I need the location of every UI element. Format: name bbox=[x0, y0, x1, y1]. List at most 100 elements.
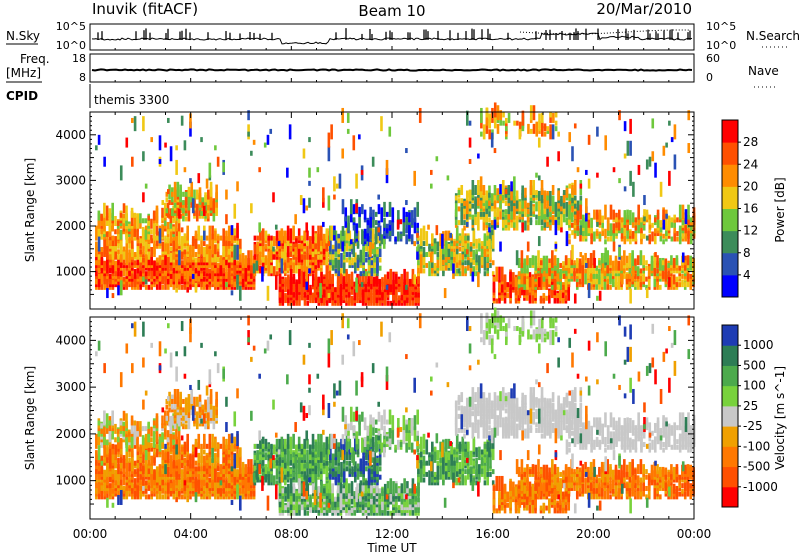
velocity-cell bbox=[131, 450, 134, 466]
velocity-cell bbox=[289, 455, 293, 461]
velocity-cell bbox=[238, 488, 242, 494]
power-cell bbox=[114, 260, 118, 271]
velocity-cell bbox=[275, 455, 279, 461]
power-cell bbox=[106, 271, 109, 277]
power-cell bbox=[198, 194, 202, 200]
power-cell bbox=[342, 278, 346, 284]
power-cell bbox=[531, 276, 535, 282]
velocity-cell bbox=[179, 391, 182, 407]
power-cell bbox=[100, 226, 103, 232]
power-cell bbox=[261, 257, 265, 263]
power-cell bbox=[125, 205, 128, 221]
power-cell bbox=[241, 252, 245, 268]
power-cell bbox=[176, 181, 180, 197]
velocity-cell bbox=[219, 488, 223, 494]
power-cell bbox=[405, 284, 408, 290]
power-cell bbox=[216, 238, 220, 244]
power-cell bbox=[493, 206, 497, 217]
power-cell bbox=[272, 236, 276, 247]
power-cell bbox=[431, 246, 434, 252]
velocity-cell bbox=[267, 443, 271, 449]
power-cell bbox=[579, 195, 583, 201]
power-cell bbox=[636, 266, 640, 277]
power-cell bbox=[683, 268, 687, 274]
power-cell bbox=[501, 211, 505, 217]
power-cell bbox=[131, 117, 134, 123]
power-cell bbox=[100, 229, 103, 240]
power-cell bbox=[406, 289, 409, 295]
power-cell bbox=[553, 290, 557, 296]
velocity-cell bbox=[306, 449, 309, 455]
velocity-cell bbox=[180, 485, 184, 491]
power-cell bbox=[97, 221, 101, 237]
power-cell bbox=[165, 191, 169, 197]
power-cell bbox=[142, 257, 145, 263]
power-cell bbox=[634, 273, 637, 279]
power-cell bbox=[150, 137, 153, 143]
velocity-cell bbox=[116, 428, 120, 434]
power-cell bbox=[416, 246, 419, 252]
velocity-cell bbox=[238, 447, 242, 458]
velocity-cell bbox=[114, 491, 118, 497]
velocity-cell bbox=[259, 460, 262, 466]
power-cell bbox=[436, 271, 440, 277]
power-cell bbox=[359, 273, 362, 284]
velocity-cell bbox=[250, 474, 253, 480]
power-cell bbox=[108, 262, 112, 268]
velocity-cell bbox=[169, 455, 173, 461]
power-cell bbox=[117, 265, 120, 271]
power-heatmap bbox=[95, 102, 696, 306]
velocity-cell bbox=[103, 447, 106, 458]
velocity-cell bbox=[183, 491, 187, 497]
power-cell bbox=[339, 268, 343, 284]
power-cell bbox=[281, 246, 284, 252]
power-cell bbox=[383, 201, 386, 217]
power-cell bbox=[458, 260, 462, 266]
power-cell bbox=[526, 204, 530, 215]
power-cell bbox=[628, 252, 632, 268]
power-cell bbox=[208, 225, 212, 241]
velocity-cell bbox=[176, 404, 180, 410]
power-cell bbox=[678, 271, 681, 277]
power-cell bbox=[634, 260, 637, 266]
velocity-cell bbox=[172, 434, 175, 440]
power-cell bbox=[632, 181, 635, 197]
velocity-cell bbox=[241, 491, 245, 497]
velocity-cell bbox=[139, 494, 142, 500]
power-cell bbox=[214, 230, 217, 241]
power-cell bbox=[665, 215, 668, 231]
power-cell bbox=[676, 217, 679, 223]
power-cell bbox=[261, 252, 265, 258]
power-cell bbox=[374, 228, 378, 239]
power-cell bbox=[372, 293, 376, 304]
power-cell bbox=[629, 170, 632, 186]
power-cell bbox=[579, 231, 582, 242]
power-cell bbox=[308, 137, 311, 143]
velocity-cell bbox=[295, 491, 298, 497]
power-cell bbox=[575, 260, 579, 266]
velocity-cell bbox=[238, 456, 242, 472]
power-cell bbox=[362, 271, 365, 277]
power-cell bbox=[345, 284, 348, 290]
velocity-cell bbox=[128, 477, 131, 483]
power-cell bbox=[322, 197, 325, 208]
velocity-cell bbox=[139, 457, 142, 463]
power-cell bbox=[486, 249, 489, 255]
power-cell bbox=[171, 210, 174, 216]
power-cell bbox=[615, 228, 618, 234]
power-cell bbox=[222, 271, 225, 277]
power-cell bbox=[442, 265, 445, 271]
velocity-cell bbox=[187, 397, 191, 413]
power-cell bbox=[97, 273, 101, 279]
velocity-cell bbox=[152, 427, 156, 443]
velocity-cell bbox=[211, 433, 214, 449]
power-cell bbox=[556, 268, 560, 274]
velocity-cell bbox=[230, 436, 234, 452]
velocity-cell bbox=[219, 474, 223, 480]
power-cell bbox=[479, 211, 483, 217]
power-cell bbox=[676, 236, 679, 242]
power-cell bbox=[347, 222, 350, 228]
power-cell bbox=[573, 222, 577, 228]
velocity-cell bbox=[178, 478, 181, 489]
power-cell bbox=[147, 221, 150, 227]
